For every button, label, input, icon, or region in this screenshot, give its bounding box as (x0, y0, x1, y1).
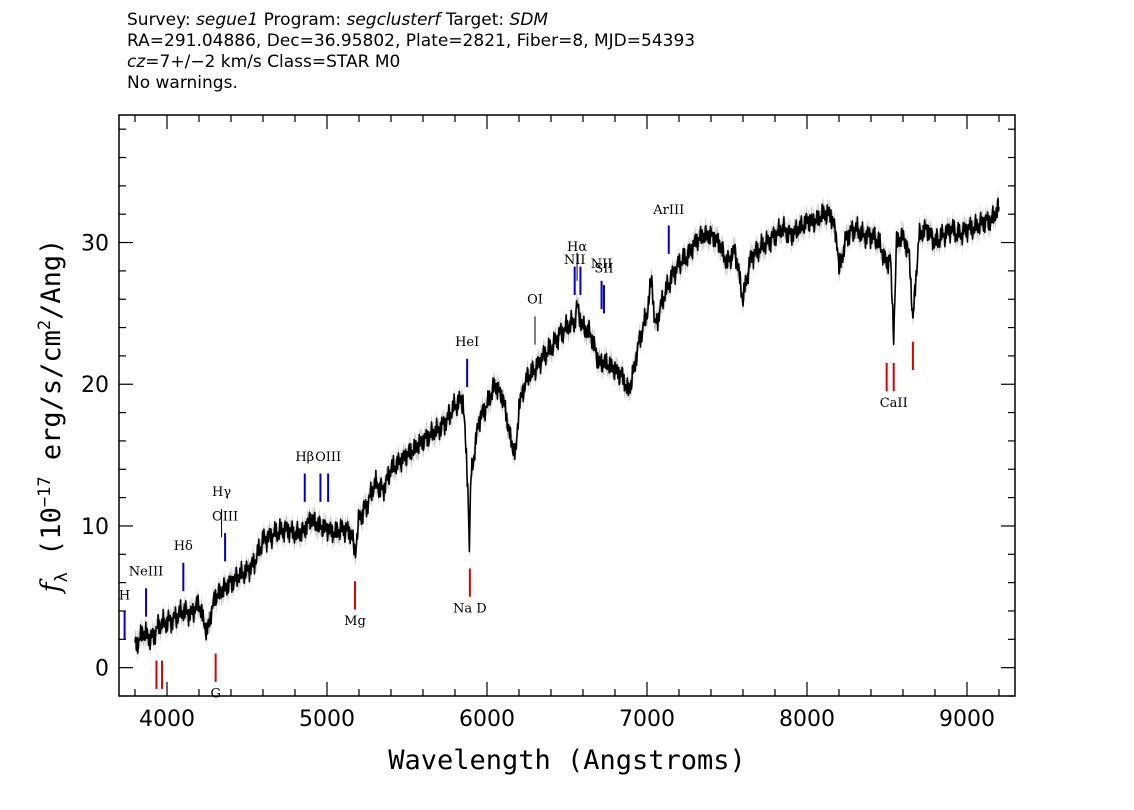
line-label: Mg (344, 614, 366, 629)
plot-frame (118, 114, 1016, 697)
x-tick-label: 7000 (619, 707, 675, 732)
y-axis-title-part: −17 (35, 476, 55, 507)
x-tick-label: 6000 (459, 707, 515, 732)
warnings-line: No warnings. (127, 73, 238, 93)
y-tick-label: 10 (81, 515, 109, 540)
x-tick-label: 4000 (139, 707, 195, 732)
target-value: SDM (509, 10, 549, 30)
y-axis-title-part: erg/s/cm (36, 330, 67, 476)
line-label: CaII (880, 396, 908, 411)
spectrum-header: Survey: segue1 Program: segclusterf Targ… (127, 10, 695, 94)
spectrum-series (134, 189, 1000, 662)
target-label: Target: (445, 10, 505, 30)
y-axis-title-part: /Ang) (36, 239, 67, 320)
line-label: OIII (315, 450, 341, 465)
line-label: NII (591, 257, 613, 272)
plot-layer (134, 189, 1000, 662)
y-axis-title-part: λ (52, 572, 72, 582)
line-label: OIII (212, 509, 238, 524)
line-label: ArIII (652, 203, 684, 218)
line-label: Hβ (295, 450, 314, 465)
coords-line: RA=291.04886, Dec=36.95802, Plate=2821, … (127, 31, 696, 51)
y-tick-label: 20 (81, 373, 109, 398)
line-label: G (210, 686, 220, 701)
cz-value: =7+/−2 km/s Class=STAR M0 (145, 52, 401, 72)
y-axis-title-part: 2 (35, 320, 55, 330)
survey-label: Survey: (127, 10, 191, 30)
y-axis-title: fλ (10−17 erg/s/cm2/Ang) (35, 239, 72, 595)
line-label: NeIII (129, 565, 163, 580)
x-tick-label: 9000 (939, 707, 995, 732)
survey-line: Survey: segue1 Program: segclusterf Targ… (127, 10, 695, 31)
program-value: segclusterf (346, 10, 441, 30)
redshift-line: cz=7+/−2 km/s Class=STAR M0 (127, 52, 695, 73)
survey-value: segue1 (196, 10, 259, 30)
line-label: Hγ (212, 485, 231, 500)
line-label: H (119, 589, 130, 604)
line-label: Hα (567, 240, 587, 255)
y-tick-label: 0 (95, 657, 109, 682)
line-label: SII (594, 261, 613, 276)
spectrum-line-0 (134, 197, 1000, 655)
y-axis-title-part: (10 (36, 507, 67, 572)
line-label: Na D (453, 601, 487, 616)
cz-symbol: cz (127, 52, 146, 72)
line-label: OI (527, 292, 543, 307)
x-tick-label: 5000 (299, 707, 355, 732)
axis-ticks: 4000 5000 6000 7000 8000 9000 0 10 20 30 (81, 115, 1015, 732)
y-tick-label: 30 (81, 232, 109, 257)
program-label: Program: (263, 10, 342, 30)
x-axis-title: Wavelength (Angstroms) (388, 745, 746, 776)
line-label: Hδ (174, 539, 193, 554)
x-tick-label: 8000 (779, 707, 835, 732)
line-label: NII (564, 253, 586, 268)
line-label: HeI (455, 335, 479, 350)
